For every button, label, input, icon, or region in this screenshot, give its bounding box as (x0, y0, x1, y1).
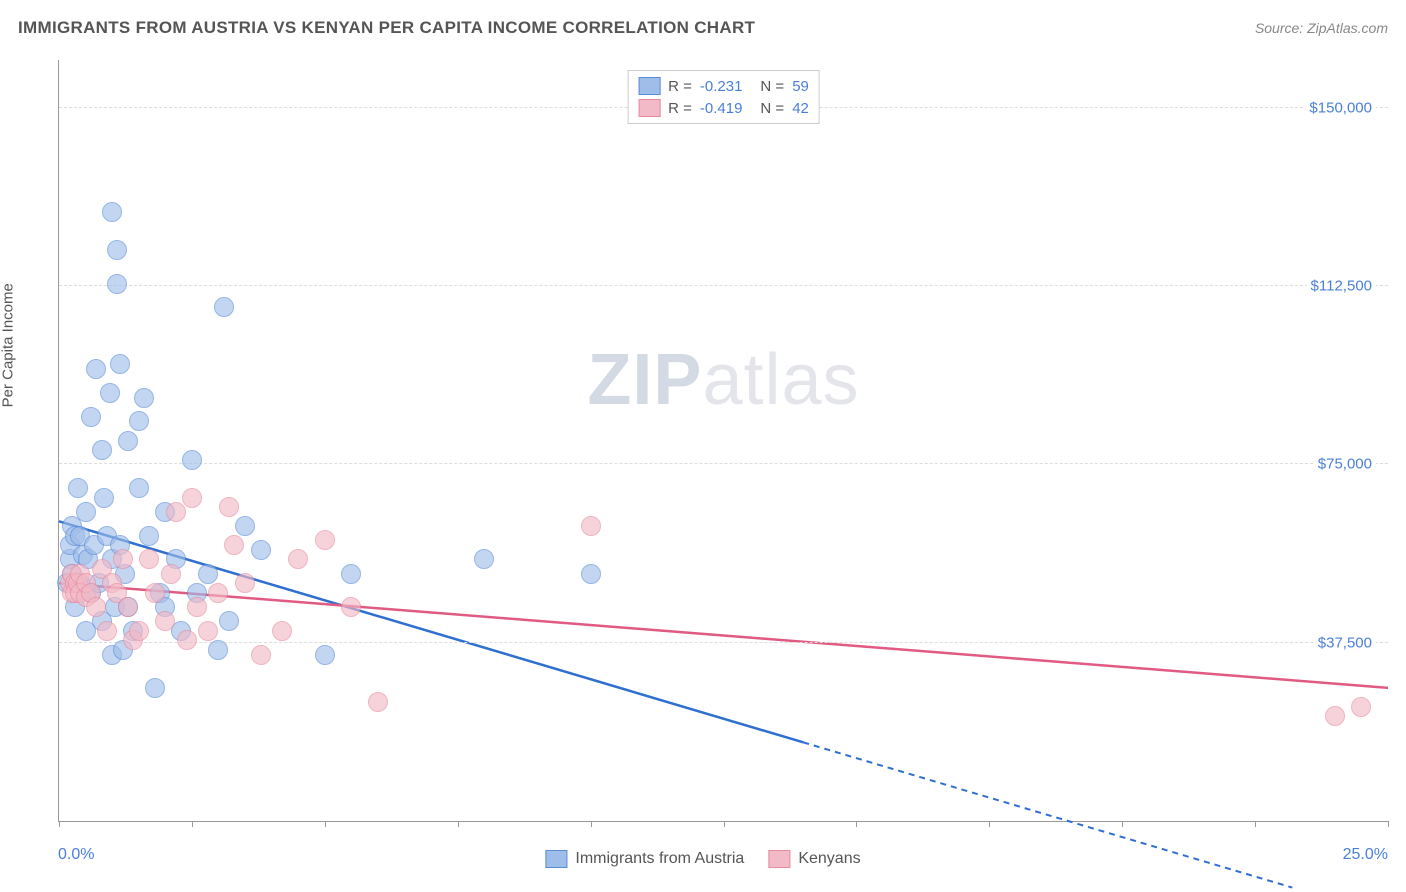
data-point-austria (107, 274, 127, 294)
swatch-austria-bottom (545, 850, 567, 868)
stats-row-kenya: R = -0.419 N = 42 (638, 97, 809, 119)
data-point-austria (474, 549, 494, 569)
data-point-kenya (341, 597, 361, 617)
x-tick (325, 821, 326, 827)
data-point-kenya (224, 535, 244, 555)
data-point-austria (94, 488, 114, 508)
gridline (59, 642, 1388, 643)
data-point-kenya (208, 583, 228, 603)
data-point-austria (86, 359, 106, 379)
gridline (59, 285, 1388, 286)
data-point-austria (92, 440, 112, 460)
data-point-austria (102, 202, 122, 222)
data-point-austria (76, 502, 96, 522)
data-point-kenya (1351, 697, 1371, 717)
x-tick (59, 821, 60, 827)
data-point-kenya (139, 549, 159, 569)
x-tick (856, 821, 857, 827)
data-point-kenya (129, 621, 149, 641)
data-point-austria (235, 516, 255, 536)
data-point-kenya (145, 583, 165, 603)
data-point-austria (182, 450, 202, 470)
data-point-kenya (1325, 706, 1345, 726)
y-axis-label: Per Capita Income (0, 283, 17, 407)
legend-item-austria: Immigrants from Austria (545, 850, 744, 868)
data-point-austria (315, 645, 335, 665)
data-point-austria (581, 564, 601, 584)
gridline (59, 463, 1388, 464)
data-point-kenya (198, 621, 218, 641)
data-point-austria (145, 678, 165, 698)
swatch-austria (638, 77, 660, 95)
data-point-austria (198, 564, 218, 584)
data-point-austria (107, 240, 127, 260)
data-point-austria (134, 388, 154, 408)
chart-title: IMMIGRANTS FROM AUSTRIA VS KENYAN PER CA… (18, 18, 755, 38)
data-point-austria (251, 540, 271, 560)
data-point-austria (81, 407, 101, 427)
data-point-kenya (86, 597, 106, 617)
data-point-austria (214, 297, 234, 317)
data-point-kenya (581, 516, 601, 536)
data-point-kenya (182, 488, 202, 508)
data-point-kenya (118, 597, 138, 617)
data-point-kenya (161, 564, 181, 584)
data-point-kenya (187, 597, 207, 617)
data-point-kenya (219, 497, 239, 517)
data-point-austria (68, 478, 88, 498)
data-point-austria (129, 411, 149, 431)
x-tick (192, 821, 193, 827)
chart-container: Per Capita Income ZIPatlas R = -0.231 N … (18, 50, 1388, 872)
stats-legend: R = -0.231 N = 59 R = -0.419 N = 42 (627, 70, 820, 124)
x-tick (989, 821, 990, 827)
swatch-kenya-bottom (768, 850, 790, 868)
data-point-austria (208, 640, 228, 660)
y-tick-label: $150,000 (1305, 99, 1376, 116)
data-point-austria (100, 383, 120, 403)
data-point-kenya (97, 621, 117, 641)
data-point-austria (219, 611, 239, 631)
y-tick-label: $75,000 (1314, 456, 1376, 473)
data-point-kenya (235, 573, 255, 593)
x-tick (724, 821, 725, 827)
y-tick-label: $37,500 (1314, 634, 1376, 651)
watermark: ZIPatlas (587, 339, 859, 421)
stats-row-austria: R = -0.231 N = 59 (638, 75, 809, 97)
data-point-kenya (177, 630, 197, 650)
data-point-austria (118, 431, 138, 451)
x-tick (591, 821, 592, 827)
data-point-kenya (113, 549, 133, 569)
x-tick (1388, 821, 1389, 827)
plot-area: ZIPatlas R = -0.231 N = 59 R = -0.419 N … (58, 60, 1388, 822)
trend-lines (59, 60, 1388, 821)
x-tick (1122, 821, 1123, 827)
swatch-kenya (638, 99, 660, 117)
legend-item-kenya: Kenyans (768, 850, 860, 868)
data-point-kenya (155, 611, 175, 631)
data-point-kenya (272, 621, 292, 641)
data-point-kenya (315, 530, 335, 550)
x-axis-max: 25.0% (1343, 846, 1388, 864)
x-tick (1255, 821, 1256, 827)
x-tick (458, 821, 459, 827)
data-point-kenya (166, 502, 186, 522)
data-point-austria (341, 564, 361, 584)
chart-source: Source: ZipAtlas.com (1255, 20, 1388, 36)
y-tick-label: $112,500 (1307, 277, 1376, 294)
chart-header: IMMIGRANTS FROM AUSTRIA VS KENYAN PER CA… (18, 18, 1388, 38)
x-axis-min: 0.0% (58, 846, 94, 864)
data-point-austria (139, 526, 159, 546)
series-legend: Immigrants from Austria Kenyans (545, 850, 860, 868)
data-point-austria (110, 354, 130, 374)
data-point-kenya (288, 549, 308, 569)
data-point-kenya (368, 692, 388, 712)
data-point-austria (129, 478, 149, 498)
data-point-kenya (251, 645, 271, 665)
